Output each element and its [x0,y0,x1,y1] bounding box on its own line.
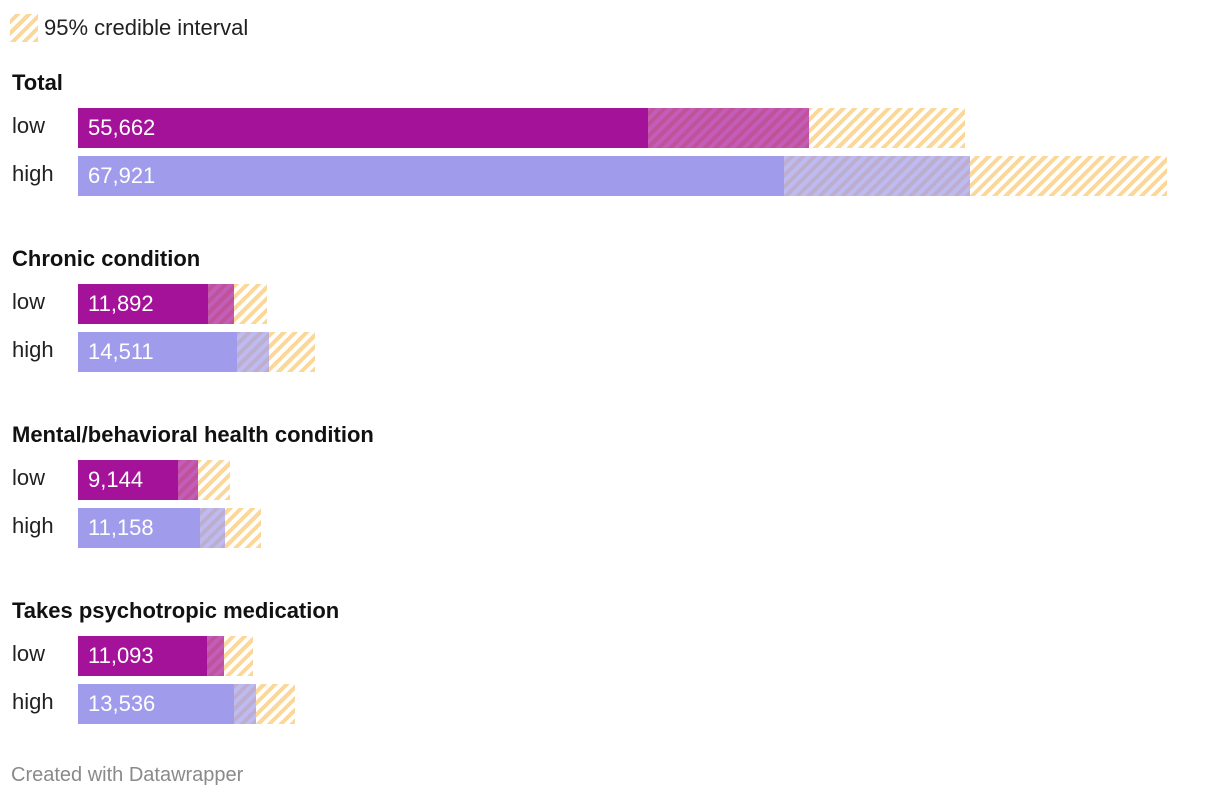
row-label-total-high: high [12,161,54,186]
row-label-takes-psychotropic-medication-high: high [12,689,54,714]
group-title-chronic-condition: Chronic condition [12,246,201,271]
group-title-takes-psychotropic-medication: Takes psychotropic medication [12,598,340,623]
value-label-chronic-condition-high: 14,511 [88,339,154,364]
bar-total-high [78,156,971,196]
interval-lower-takes-psychotropic-medication-high [234,684,256,724]
legend-label: 95% credible interval [44,15,249,40]
interval-upper-total-low [809,108,965,148]
group-title-total: Total [12,70,63,95]
interval-upper-takes-psychotropic-medication-high [255,684,295,724]
interval-lower-mental-behavioral-health-condition-high [200,508,225,548]
row-label-chronic-condition-low: low [12,289,46,314]
value-label-mental-behavioral-health-condition-low: 9,144 [88,467,144,492]
interval-upper-mental-behavioral-health-condition-low [198,460,231,500]
interval-lower-total-low [648,108,810,148]
value-label-takes-psychotropic-medication-high: 13,536 [88,691,156,716]
bar-takes-psychotropic-medication-low [78,636,224,676]
footer-credit: Created with Datawrapper [11,764,244,786]
interval-upper-takes-psychotropic-medication-low [223,636,253,676]
bar-takes-psychotropic-medication-high [78,684,256,724]
interval-lower-mental-behavioral-health-condition-low [177,460,199,500]
group-title-mental-behavioral-health-condition: Mental/behavioral health condition [12,422,374,447]
value-label-takes-psychotropic-medication-low: 11,093 [88,643,154,668]
row-label-mental-behavioral-health-condition-high: high [12,513,54,538]
interval-lower-total-high [783,156,971,196]
interval-lower-chronic-condition-low [208,284,235,324]
bar-chronic-condition-high [78,332,269,372]
row-label-total-low: low [12,113,46,138]
interval-upper-chronic-condition-high [268,332,315,372]
row-label-chronic-condition-high: high [12,337,54,362]
bar-mental-behavioral-health-condition-low [78,460,199,500]
credible-interval-swatch [10,14,38,42]
interval-upper-total-high [970,156,1168,196]
interval-lower-chronic-condition-high [236,332,269,372]
interval-upper-chronic-condition-low [234,284,268,324]
row-label-mental-behavioral-health-condition-low: low [12,465,46,490]
value-label-chronic-condition-low: 11,892 [88,291,154,316]
value-label-total-low: 55,662 [88,115,156,140]
legend: 95% credible interval [10,13,248,43]
row-label-takes-psychotropic-medication-low: low [12,641,46,666]
bar-total-low [78,108,810,148]
bar-mental-behavioral-health-condition-high [78,508,225,548]
value-label-total-high: 67,921 [88,163,156,188]
interval-upper-mental-behavioral-health-condition-high [224,508,261,548]
interval-lower-takes-psychotropic-medication-low [206,636,224,676]
bar-chronic-condition-low [78,284,235,324]
value-label-mental-behavioral-health-condition-high: 11,158 [88,515,154,540]
